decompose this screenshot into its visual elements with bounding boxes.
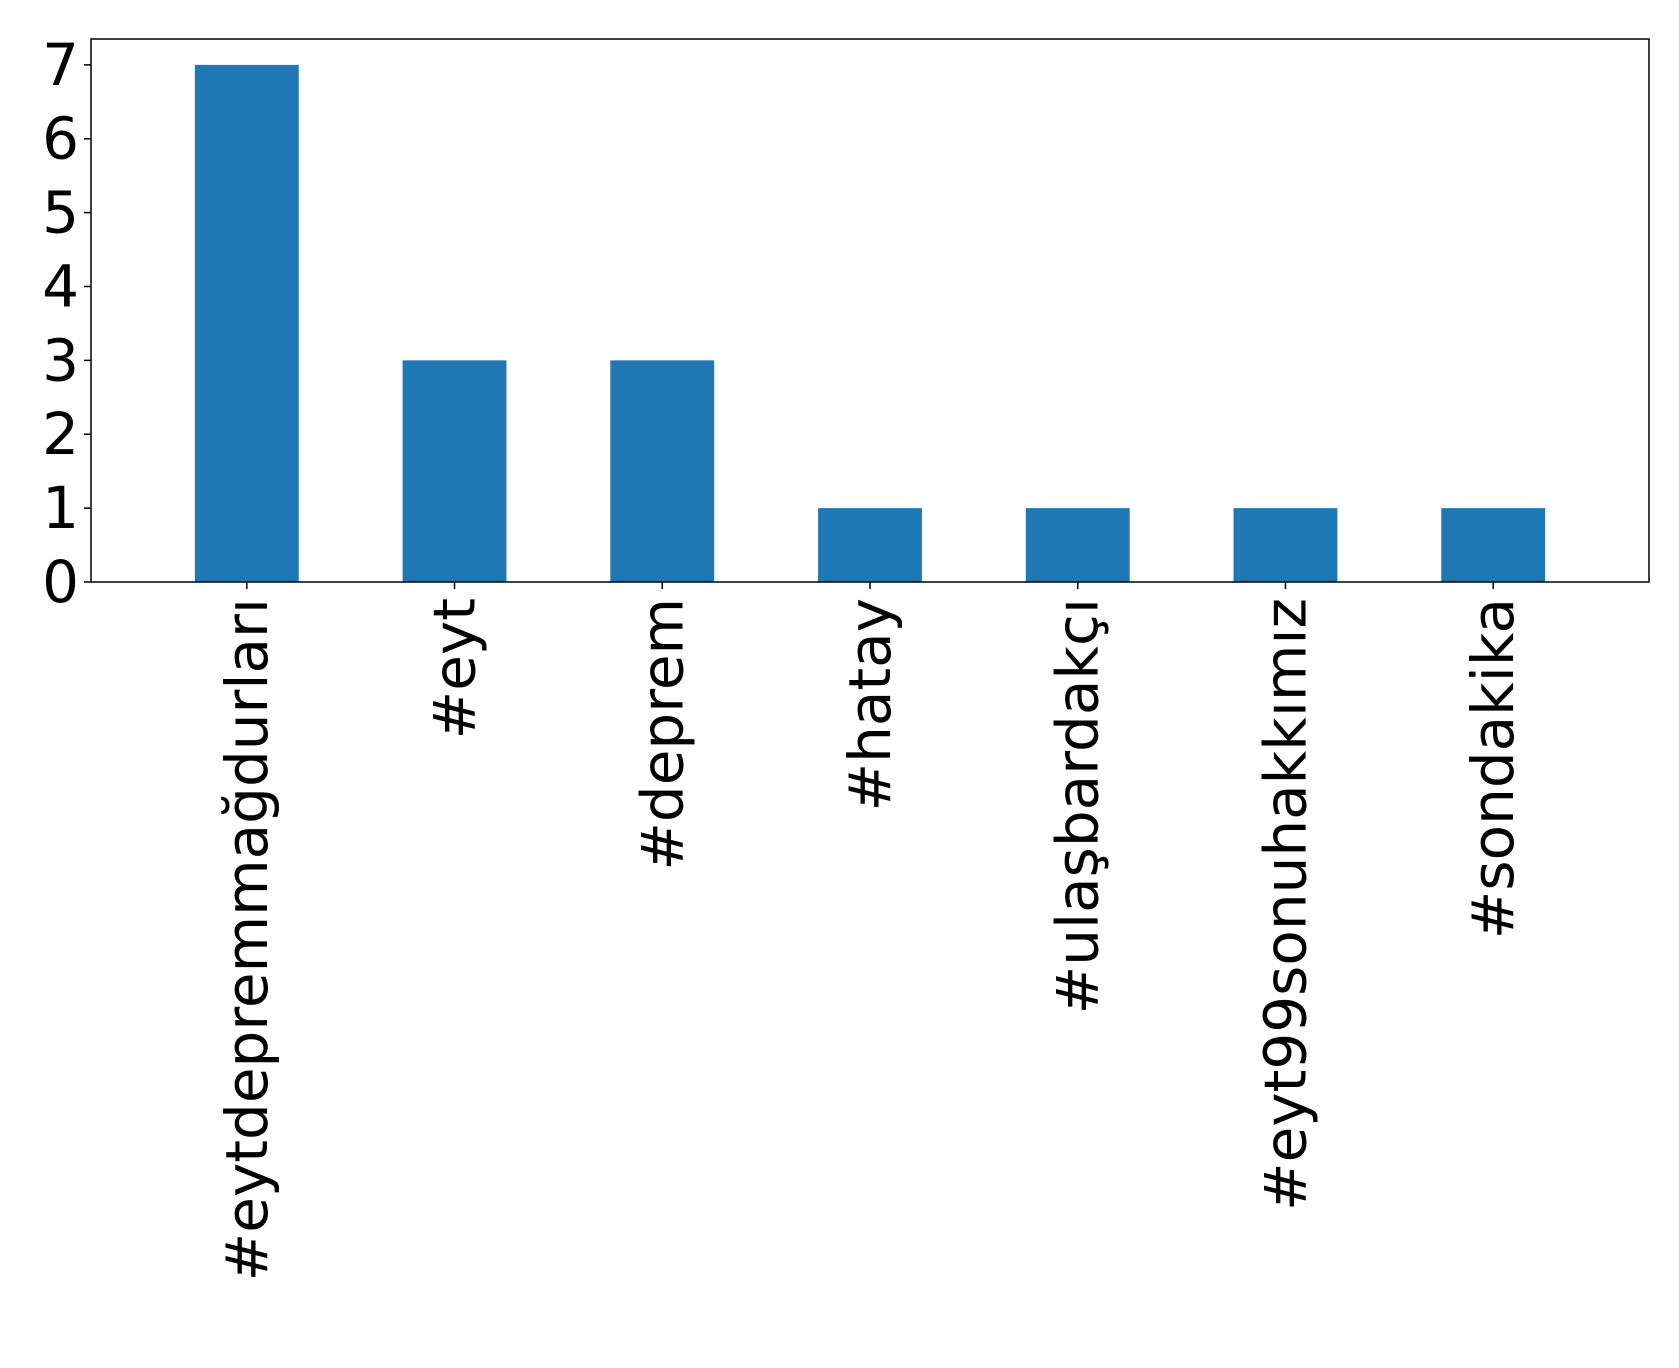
y-tick-label: 4 bbox=[42, 252, 79, 320]
x-tick-label: #sondakika bbox=[1459, 598, 1527, 939]
bar bbox=[1025, 508, 1130, 582]
x-tick-label: #hatay bbox=[836, 598, 904, 812]
bar bbox=[194, 64, 299, 583]
plot-frame bbox=[90, 38, 1650, 583]
bar bbox=[402, 360, 507, 582]
bar bbox=[1233, 508, 1338, 582]
y-tick-label: 7 bbox=[42, 31, 79, 99]
bar bbox=[818, 508, 922, 582]
bars-layer bbox=[194, 64, 1546, 583]
y-tick-label: 2 bbox=[42, 400, 79, 468]
x-tick-label: #eyt99sonuhakkımız bbox=[1251, 598, 1319, 1211]
y-tick-label: 0 bbox=[42, 548, 79, 616]
y-tick-label: 3 bbox=[42, 326, 79, 394]
bar bbox=[1441, 508, 1546, 582]
x-tick-label: #eytdepremmağdurları bbox=[213, 598, 281, 1281]
y-tick-label: 6 bbox=[42, 105, 79, 173]
x-axis: #eytdepremmağdurları #eyt #deprem #hatay #ul… bbox=[213, 582, 1527, 1281]
x-tick-label: #eyt bbox=[421, 598, 489, 739]
bar bbox=[610, 360, 715, 582]
x-tick-label: #ulaşbardakçı bbox=[1044, 598, 1112, 1014]
y-tick-label: 1 bbox=[42, 474, 79, 542]
y-tick-label: 5 bbox=[42, 179, 79, 247]
x-tick-label: #deprem bbox=[628, 598, 696, 871]
